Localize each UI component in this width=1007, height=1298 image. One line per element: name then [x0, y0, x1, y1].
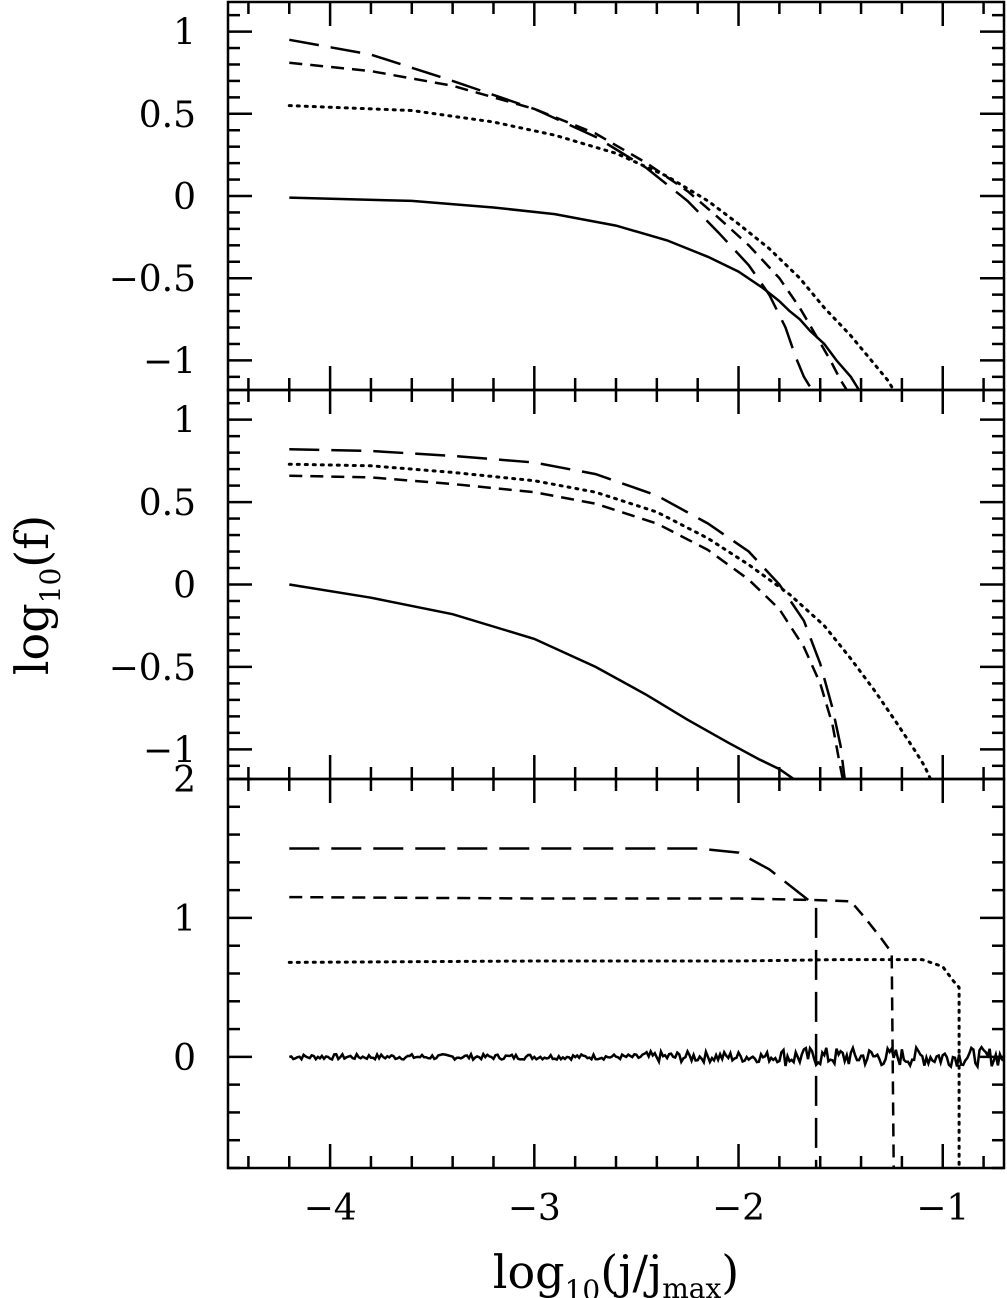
y-tick-label: 0: [173, 566, 196, 607]
y-tick-label: 0.5: [139, 95, 196, 136]
series-line-solid: [289, 1044, 1004, 1071]
y-tick-label: 1: [173, 401, 196, 442]
y-tick-label: −1: [143, 341, 196, 382]
series-line-long-dash: [289, 38, 814, 390]
series-line-long-dash: [289, 448, 846, 779]
y-tick-label: 0.5: [139, 483, 196, 524]
panel-frame-top: [226, 0, 1006, 392]
series-line-short-dash: [289, 474, 844, 779]
y-tick-label: −1: [143, 730, 196, 771]
series-line-long-dash: [289, 847, 818, 1168]
series-line-short-dash: [289, 895, 895, 1168]
x-axis-title: log10(j/jmax): [493, 1245, 739, 1298]
series-line-short-dash: [289, 61, 848, 390]
x-tick-label: −3: [508, 1188, 561, 1229]
x-tick-label: −4: [304, 1188, 357, 1229]
y-tick-label: −0.5: [109, 648, 196, 689]
series-line-solid: [289, 196, 861, 390]
x-tick-label: −1: [916, 1188, 969, 1229]
series-line-solid: [289, 583, 795, 779]
y-axis-title: log10(f): [5, 515, 67, 675]
y-tick-label: 2: [173, 760, 196, 801]
panel-frame-bottom: [226, 777, 1006, 1170]
x-tick-label: −2: [712, 1188, 765, 1229]
series-line-dotted: [287, 462, 932, 779]
y-tick-label: 1: [173, 13, 196, 54]
series-line-dotted: [287, 958, 961, 1168]
y-tick-label: 0: [173, 177, 196, 218]
y-tick-label: 1: [173, 899, 196, 940]
y-tick-label: 0: [173, 1038, 196, 1079]
y-tick-label: −0.5: [109, 259, 196, 300]
series-line-dotted: [287, 104, 896, 390]
panel-frame-middle: [226, 388, 1006, 781]
